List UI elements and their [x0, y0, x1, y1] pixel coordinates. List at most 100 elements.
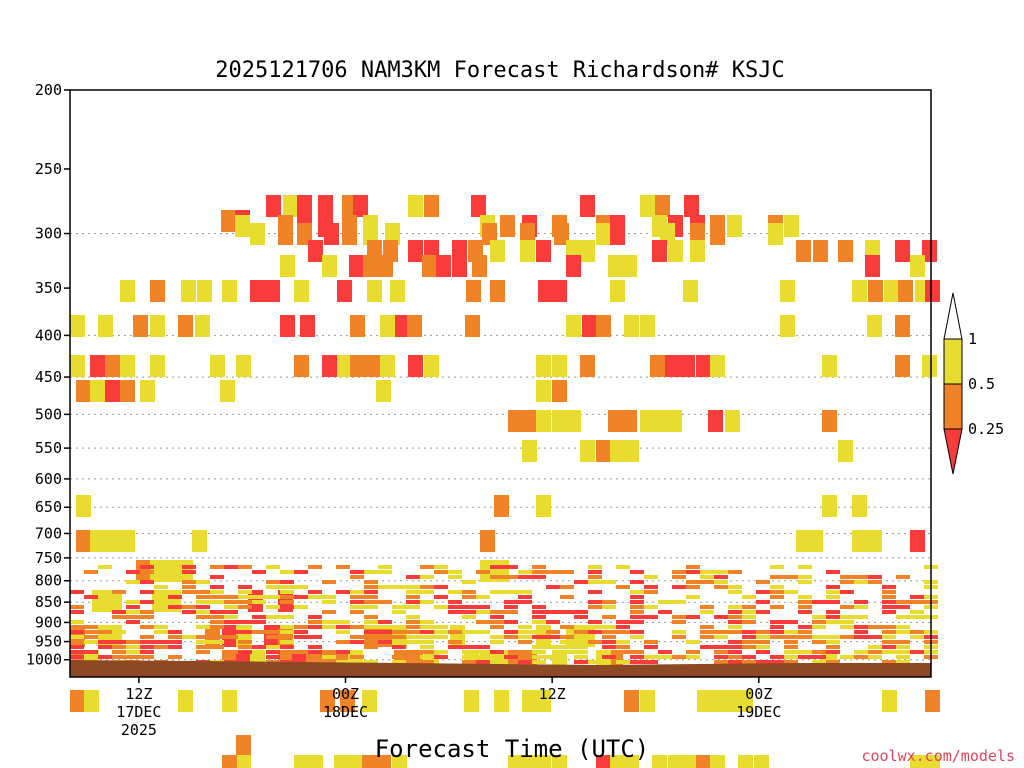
heatmap-cell — [504, 565, 518, 569]
heatmap-cell — [350, 315, 365, 337]
heatmap-cell — [865, 255, 880, 277]
heatmap-cell — [280, 570, 294, 574]
heatmap-cell — [380, 355, 395, 377]
heatmap-cell — [504, 610, 518, 614]
heatmap-cell — [700, 575, 714, 579]
heatmap-cell — [336, 565, 350, 569]
heatmap-cell — [196, 635, 210, 639]
heatmap-cell — [140, 565, 154, 569]
heatmap-cell — [210, 565, 224, 569]
heatmap-cell — [462, 580, 476, 584]
heatmap-cell — [252, 570, 266, 574]
heatmap-cell — [322, 610, 336, 614]
heatmap-cell — [840, 580, 854, 584]
heatmap-cell — [490, 660, 504, 664]
heatmap-cell — [420, 660, 434, 664]
heatmap-cell — [406, 600, 420, 604]
heatmap-cell — [350, 605, 364, 609]
heatmap-cell — [196, 595, 210, 599]
heatmap-cell — [378, 570, 392, 574]
heatmap-cell — [210, 610, 224, 614]
heatmap-cell — [644, 605, 658, 609]
heatmap-cell — [770, 565, 784, 569]
heatmap-cell — [840, 655, 854, 659]
heatmap-cell — [98, 565, 112, 569]
heatmap-cell — [882, 660, 896, 664]
heatmap-cell — [504, 620, 518, 624]
heatmap-cell — [364, 600, 378, 604]
heatmap-cell — [448, 570, 462, 574]
heatmap-cell — [714, 660, 728, 664]
x-tick-label: 00Z — [332, 685, 359, 703]
heatmap-cell — [644, 615, 658, 619]
heatmap-cell — [266, 650, 280, 654]
heatmap-cell — [768, 223, 783, 245]
heatmap-cell — [266, 565, 280, 569]
heatmap-cell — [658, 655, 672, 659]
heatmap-cell — [854, 650, 868, 654]
heatmap-cell — [406, 625, 420, 629]
heatmap-cell — [682, 755, 697, 768]
heatmap-cell — [840, 575, 854, 579]
heatmap-cell — [770, 595, 784, 599]
heatmap-cell — [238, 605, 252, 609]
heatmap-cell — [560, 610, 574, 614]
heatmap-cell — [294, 650, 308, 654]
heatmap-cell — [700, 610, 714, 614]
heatmap-cell — [182, 585, 196, 589]
legend-label: 0.25 — [968, 420, 1004, 438]
heatmap-cell — [504, 605, 518, 609]
heatmap-cell — [896, 605, 910, 609]
heatmap-cell — [712, 690, 727, 712]
x-tick-label: 12Z — [125, 685, 152, 703]
heatmap-cell — [532, 565, 546, 569]
heatmap-cell — [840, 590, 854, 594]
heatmap-cell — [462, 645, 476, 649]
heatmap-cell — [672, 620, 686, 624]
x-tick-label: 00Z — [745, 685, 772, 703]
heatmap-cell — [500, 215, 515, 237]
heatmap-cell — [742, 610, 756, 614]
heatmap-cell — [610, 440, 625, 462]
heatmap-cell — [756, 650, 770, 654]
heatmap-cell — [624, 755, 639, 768]
heatmap-cell — [812, 620, 826, 624]
heatmap-cell — [552, 410, 567, 432]
heatmap-cell — [560, 570, 574, 574]
heatmap-cell — [196, 610, 210, 614]
heatmap-cell — [465, 315, 480, 337]
heatmap-cell — [686, 615, 700, 619]
heatmap-cell — [76, 380, 91, 402]
heatmap-cell — [728, 615, 742, 619]
heatmap-cell — [364, 645, 378, 649]
heatmap-cell — [742, 640, 756, 644]
heatmap-cell — [852, 280, 867, 302]
heatmap-cell — [420, 590, 434, 594]
heatmap-cell — [700, 580, 714, 584]
heatmap-cell — [644, 655, 658, 659]
heatmap-cell — [466, 280, 481, 302]
heatmap-cell — [742, 605, 756, 609]
heatmap-cell — [616, 585, 630, 589]
heatmap-cell — [140, 380, 155, 402]
heatmap-cell — [925, 280, 940, 302]
heatmap-cell — [362, 755, 377, 768]
heatmap-cell — [278, 223, 293, 245]
credit-text: coolwx.com/models — [861, 747, 1015, 765]
heatmap-cell — [224, 600, 238, 604]
heatmap-cell — [630, 630, 644, 634]
heatmap-cell — [770, 630, 784, 634]
heatmap-cell — [378, 620, 392, 624]
heatmap-cell — [532, 615, 546, 619]
heatmap-cell — [126, 580, 140, 584]
heatmap-cell — [266, 630, 280, 634]
heatmap-cell — [546, 645, 560, 649]
heatmap-cell — [238, 640, 252, 644]
heatmap-cell — [854, 625, 868, 629]
heatmap-cell — [616, 625, 630, 629]
heatmap-cell — [98, 630, 112, 634]
heatmap-cell — [378, 255, 393, 277]
heatmap-cell — [120, 530, 135, 552]
legend-above-triangle — [943, 292, 963, 340]
heatmap-cell — [406, 635, 420, 639]
